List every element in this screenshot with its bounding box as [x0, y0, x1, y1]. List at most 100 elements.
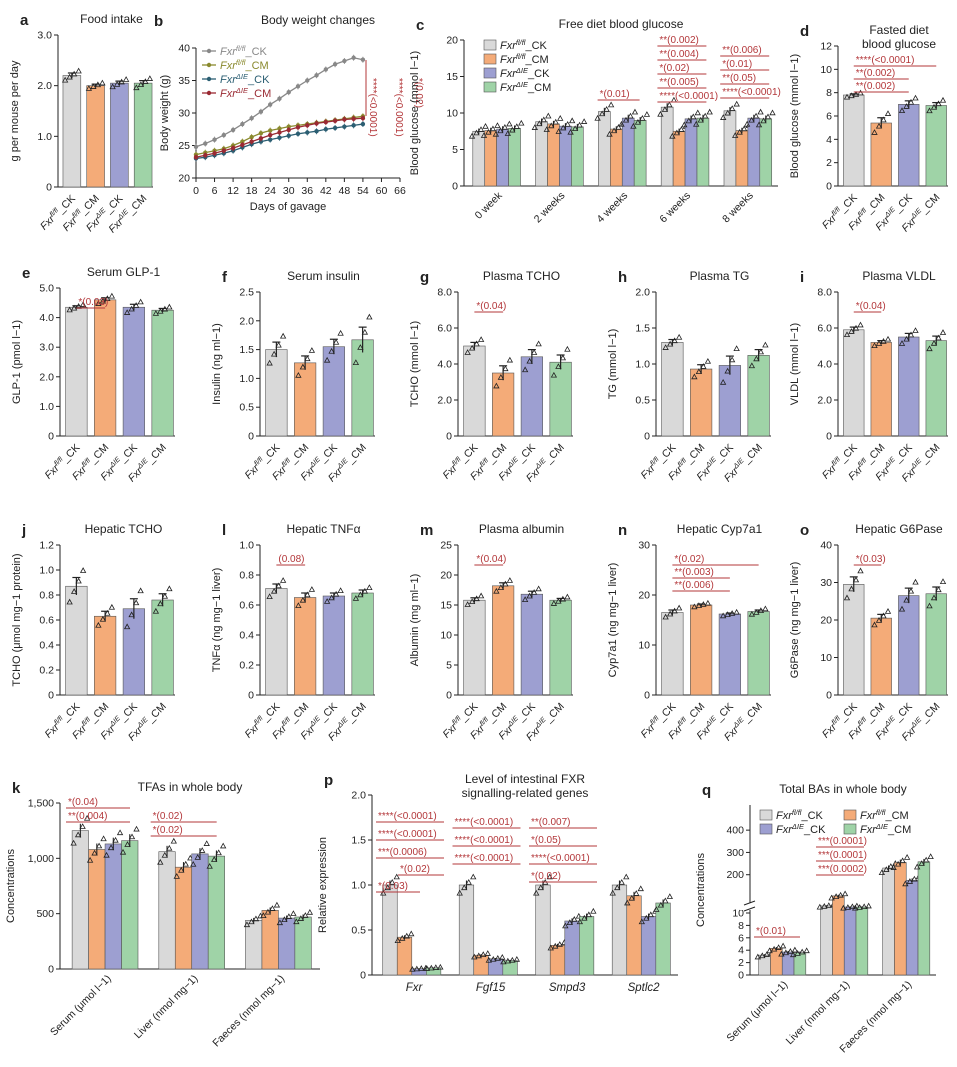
data-point [384, 884, 391, 891]
panel-letter: o [800, 522, 809, 539]
data-point [351, 116, 356, 122]
significance-label: *(0.02) [400, 864, 430, 875]
data-point [157, 307, 164, 314]
data-point [286, 127, 291, 133]
data-point [504, 130, 511, 136]
y-tick-label: 0 [446, 431, 452, 443]
data-point [609, 889, 616, 896]
bar [62, 75, 82, 188]
data-point [740, 125, 748, 132]
data-point [494, 122, 501, 128]
y-tick-label: 0.8 [239, 570, 254, 582]
y-tick-label: 10 [446, 108, 458, 120]
bar [917, 861, 931, 976]
y-tick-label: 2 [738, 957, 744, 969]
legend-entry: FxrΔIE_CM [860, 822, 911, 836]
bar [88, 849, 106, 970]
data-point [779, 942, 787, 949]
data-point [638, 918, 645, 925]
data-point [366, 313, 373, 320]
data-point [482, 122, 489, 129]
bar [122, 306, 145, 437]
data-point [295, 131, 301, 136]
data-point [794, 950, 801, 956]
data-point [103, 851, 110, 858]
data-point [762, 341, 769, 348]
data-point [493, 382, 500, 389]
bar [855, 906, 869, 976]
data-point [499, 954, 506, 960]
data-point [662, 613, 669, 620]
data-point [113, 81, 121, 87]
data-point [108, 292, 116, 299]
data-point [122, 76, 130, 82]
data-point [468, 132, 476, 139]
legend-entry: Fxrfl/fl_CM [220, 58, 269, 72]
data-point [576, 121, 583, 128]
bar [294, 916, 312, 970]
data-point [657, 110, 664, 117]
data-point [884, 608, 892, 614]
data-point [535, 585, 542, 592]
data-point [500, 958, 507, 965]
legend-marker [206, 76, 212, 82]
data-point [475, 952, 482, 959]
data-point [308, 347, 316, 353]
data-point [293, 918, 300, 925]
bar [382, 884, 398, 976]
bar [151, 309, 174, 437]
significance-label: **(0.004) [68, 811, 107, 822]
data-point [849, 903, 856, 910]
y-tick-label: 1,500 [28, 798, 54, 810]
panel-title: Plasma TCHO [483, 269, 560, 283]
data-point [360, 57, 366, 62]
data-point [203, 141, 208, 146]
significance-label: ****(<0.0001) [455, 853, 514, 864]
x-tick-label: 0 [193, 185, 199, 197]
panel-letter: l [222, 522, 226, 539]
x-tick-label: 18 [246, 185, 258, 197]
data-point [748, 610, 756, 617]
data-point [935, 100, 942, 107]
panel-title: Free diet blood glucose [559, 17, 684, 31]
y-axis-label: Cyp7a1 (ng mg−1 liver) [607, 563, 619, 678]
category-label: Faeces (nmol mg−1) [210, 973, 287, 1050]
significance-label: ****(<0.0001) [856, 55, 915, 66]
y-tick-label: 0 [644, 431, 650, 443]
panel-letter: p [324, 772, 333, 789]
data-point [880, 116, 887, 123]
data-point [550, 371, 558, 378]
category-label: Liver (nmol mg−1) [132, 973, 201, 1042]
y-tick-label: 35 [178, 75, 190, 87]
data-point [840, 904, 847, 911]
significance-label: *(0.02) [153, 811, 183, 822]
data-point [99, 79, 106, 86]
data-point [107, 844, 115, 851]
y-axis-label: Concentrations [695, 853, 707, 927]
panel-title: Level of intestinal FXR [465, 772, 585, 786]
data-point [328, 347, 335, 354]
data-point [537, 884, 544, 891]
legend-marker [206, 90, 212, 96]
significance-label: ****(<0.0001) [722, 87, 781, 98]
y-axis-label: Blood glucose (mmol l−1) [409, 51, 421, 175]
data-point [704, 599, 712, 606]
y-tick-label: 1.5 [239, 344, 254, 356]
data-point [643, 914, 650, 921]
data-point [852, 90, 860, 97]
y-tick-label: 20 [820, 615, 832, 627]
data-point [399, 935, 406, 941]
data-point [903, 854, 911, 860]
axis-break-mark [743, 900, 756, 906]
legend-swatch [483, 39, 497, 51]
data-point [267, 137, 273, 142]
data-point [66, 598, 73, 605]
panel-title: Hepatic TCHO [85, 522, 163, 536]
significance-label: **(0.006) [674, 580, 713, 591]
data-point [903, 335, 910, 342]
data-point [230, 145, 236, 151]
data-point [112, 836, 119, 843]
data-point [552, 942, 559, 949]
data-point [878, 869, 885, 876]
panel-title: Food intake [80, 12, 143, 26]
